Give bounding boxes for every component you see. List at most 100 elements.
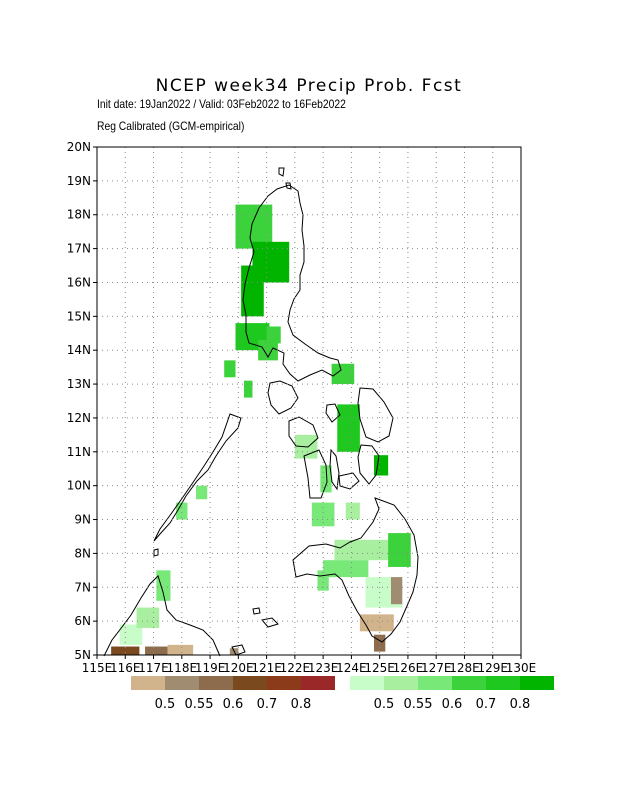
legend-label: 0.8	[510, 697, 531, 712]
lat-tick-label: 20N	[67, 140, 91, 154]
coastline-leyte	[357, 444, 380, 485]
probability-cell	[258, 340, 278, 361]
probability-cell	[320, 465, 332, 493]
lat-tick-label: 5N	[74, 648, 91, 662]
lat-tick-label: 11N	[67, 445, 91, 459]
lon-tick-label: 118E	[167, 661, 198, 675]
lon-tick-label: 120E	[223, 661, 254, 675]
coastline	[103, 167, 419, 657]
lon-tick-label: 127E	[421, 661, 452, 675]
legend-swatch	[165, 676, 199, 690]
probability-cell	[119, 624, 143, 645]
lat-tick-label: 6N	[74, 614, 91, 628]
coastline-cebu	[329, 448, 340, 491]
legend-swatch	[233, 676, 267, 690]
lat-tick-label: 8N	[74, 546, 91, 560]
coastline-mindoro	[267, 380, 299, 415]
legend-label: 0.7	[257, 697, 278, 712]
probability-cell	[345, 502, 360, 520]
coastline-mindanao	[292, 497, 419, 643]
lon-tick-label: 119E	[195, 661, 226, 675]
legend-above-normal: 0.5 0.55 0.6 0.7 0.8	[350, 676, 554, 712]
map-title: NCEP week34 Precip Prob. Fcst	[155, 76, 463, 96]
coastline-sulu	[261, 617, 279, 628]
probability-cell	[167, 644, 194, 655]
coastline-luzon-islet	[285, 182, 292, 190]
lon-tick-label: 121E	[251, 661, 282, 675]
coastline-islet	[153, 548, 159, 557]
legend-label: 0.6	[442, 697, 463, 712]
probability-cell	[374, 455, 389, 476]
lon-tick-label: 130E	[506, 661, 537, 675]
probability-cell	[243, 380, 253, 398]
legend-swatch	[131, 676, 165, 690]
legend-label: 0.7	[476, 697, 497, 712]
lat-tick-label: 15N	[67, 309, 91, 323]
lon-tick-label: 122E	[280, 661, 311, 675]
probability-cell	[111, 646, 140, 655]
legend-swatch	[350, 676, 384, 690]
legend-label: 0.55	[185, 697, 214, 712]
legend-swatch	[486, 676, 520, 690]
lon-tick-label: 126E	[393, 661, 424, 675]
coastline-masbate	[325, 403, 341, 423]
legend-swatch	[267, 676, 301, 690]
lon-tick-label: 125E	[364, 661, 395, 675]
legend-swatch	[301, 676, 335, 690]
lat-tick-label: 14N	[67, 343, 91, 357]
longitude-ticks: 115E116E117E118E119E120E121E122E123E124E…	[82, 655, 537, 675]
lon-tick-label: 116E	[110, 661, 141, 675]
probability-cell	[337, 404, 360, 452]
lon-tick-label: 115E	[82, 661, 113, 675]
lon-tick-label: 124E	[336, 661, 367, 675]
legend-below-normal: 0.5 0.55 0.6 0.7 0.8	[131, 676, 335, 712]
coastline-luzon-islet	[278, 167, 285, 177]
legend-label: 0.6	[223, 697, 244, 712]
coastline-panay	[288, 416, 319, 448]
legend-swatch	[199, 676, 233, 690]
probability-cell	[323, 560, 369, 578]
lat-tick-label: 17N	[67, 242, 91, 256]
calibration-note: Reg Calibrated (GCM-empirical)	[97, 119, 245, 133]
probability-cell	[317, 570, 329, 591]
lat-tick-label: 10N	[67, 479, 91, 493]
coastline-bohol	[338, 472, 360, 490]
probability-cell	[156, 570, 171, 601]
probability-cell	[331, 363, 355, 385]
lat-tick-label: 19N	[67, 174, 91, 188]
probability-cells	[111, 204, 411, 655]
probability-cell	[224, 360, 236, 378]
probability-cell	[266, 326, 281, 344]
probability-cell	[359, 614, 394, 632]
coastline-luzon	[242, 184, 342, 382]
coastline-palawan	[153, 413, 242, 542]
legend-label: 0.8	[291, 697, 312, 712]
lat-tick-label: 9N	[74, 513, 91, 527]
lat-tick-label: 16N	[67, 275, 91, 289]
legend-label: 0.55	[404, 697, 433, 712]
probability-cell	[374, 634, 386, 652]
coastline-sulu	[231, 644, 246, 656]
probability-cell	[145, 646, 168, 655]
lat-tick-label: 18N	[67, 208, 91, 222]
legend-swatch	[452, 676, 486, 690]
coastline-borneo	[103, 575, 221, 657]
probability-cell	[390, 577, 403, 605]
probability-cell	[195, 485, 208, 500]
lat-tick-label: 7N	[74, 580, 91, 594]
lat-lon-grid	[97, 147, 521, 655]
coastline-samar	[357, 387, 394, 443]
probability-cell	[311, 502, 335, 527]
probability-cell	[388, 533, 411, 567]
lat-tick-label: 13N	[67, 377, 91, 391]
lon-tick-label: 117E	[138, 661, 169, 675]
lon-tick-label: 123E	[308, 661, 339, 675]
probability-cell	[235, 204, 273, 249]
coastline-negros	[303, 449, 328, 499]
latitude-ticks: 5N 6N 7N 8N 9N 10N 11N 12N 13N 14N 15N 16N 17N 18N 19N…	[67, 140, 97, 662]
lon-tick-label: 129E	[477, 661, 508, 675]
lon-tick-label: 128E	[449, 661, 480, 675]
probability-cell	[176, 502, 188, 520]
legend-label: 0.5	[155, 697, 176, 712]
